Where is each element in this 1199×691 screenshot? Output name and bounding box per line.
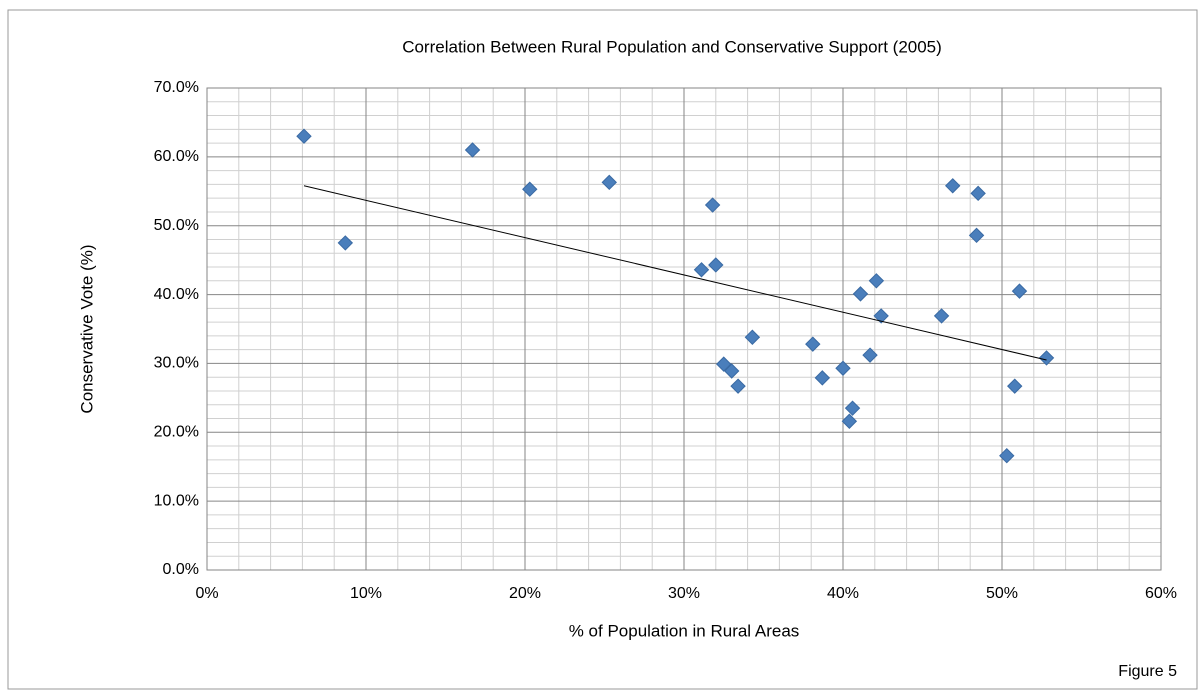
point	[1038, 350, 1055, 366]
x-tick-label: 40%	[827, 585, 859, 602]
point	[999, 447, 1015, 464]
point	[296, 128, 312, 144]
point	[708, 257, 724, 273]
point	[862, 347, 878, 363]
point	[522, 181, 538, 197]
point	[844, 400, 861, 416]
point	[945, 178, 961, 194]
y-axis-title: Conservative Vote (%)	[77, 244, 96, 413]
point	[693, 262, 710, 278]
chart-title: Correlation Between Rural Population and…	[402, 37, 942, 56]
x-tick-label: 50%	[986, 585, 1018, 602]
y-tick-label: 50.0%	[154, 217, 199, 234]
y-tick-label: 20.0%	[154, 424, 199, 441]
y-tick-label: 0.0%	[163, 561, 199, 578]
point	[464, 142, 481, 158]
point	[601, 174, 617, 191]
point	[970, 185, 986, 202]
point	[716, 356, 732, 372]
x-tick-label: 60%	[1145, 585, 1177, 602]
x-tick-label: 20%	[509, 585, 541, 602]
y-tick-label: 10.0%	[154, 492, 199, 509]
y-tick-label: 60.0%	[154, 148, 199, 165]
point	[852, 286, 869, 302]
point	[337, 235, 354, 251]
trendline	[303, 185, 1047, 361]
point	[1007, 378, 1023, 394]
point	[868, 273, 885, 289]
point	[968, 227, 985, 244]
point	[841, 413, 858, 429]
x-tick-label: 0%	[195, 585, 218, 602]
point	[873, 308, 889, 324]
point	[730, 378, 746, 394]
y-tick-label: 70.0%	[154, 79, 199, 96]
plot-border	[206, 87, 1162, 571]
figure-caption: Figure 5	[1118, 663, 1177, 680]
point	[805, 336, 821, 352]
x-tick-label: 10%	[350, 585, 382, 602]
x-axis-title: % of Population in Rural Areas	[569, 621, 800, 640]
point	[744, 329, 761, 345]
point	[704, 197, 721, 213]
y-tick-label: 30.0%	[154, 355, 199, 372]
x-tick-label: 30%	[668, 585, 700, 602]
y-tick-label: 40.0%	[154, 286, 199, 303]
point	[933, 308, 950, 324]
point	[1011, 283, 1028, 299]
point	[814, 370, 831, 386]
point	[835, 360, 851, 376]
point	[723, 363, 740, 379]
